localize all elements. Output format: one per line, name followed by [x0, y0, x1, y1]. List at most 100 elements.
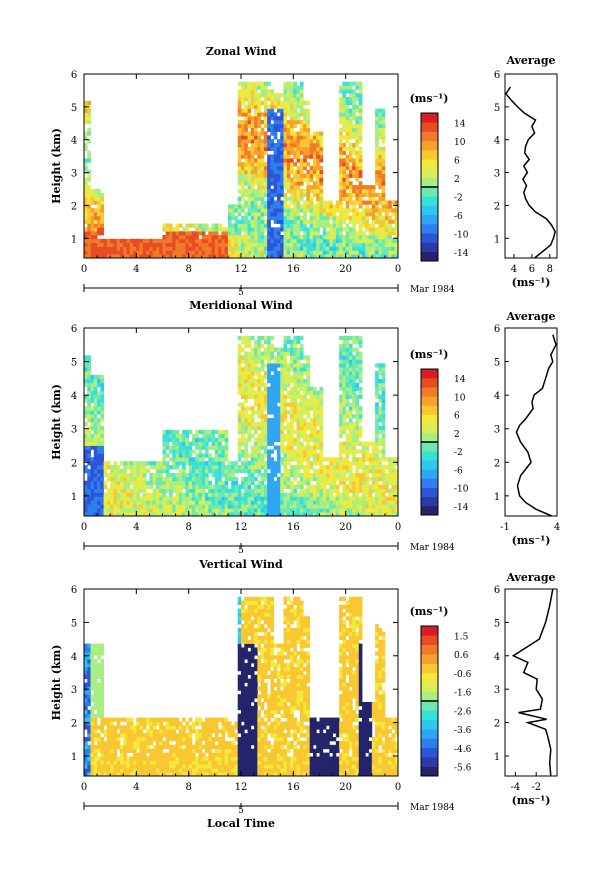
- heatmap-cell: [381, 410, 386, 415]
- heatmap-cell: [195, 445, 199, 450]
- heatmap-cell: [296, 143, 301, 148]
- heatmap-cell: [362, 235, 366, 240]
- y-axis-label: Height (km): [50, 384, 63, 460]
- heatmap-cell: [165, 441, 170, 446]
- heatmap-cell: [365, 469, 369, 474]
- heatmap-cell: [290, 457, 294, 462]
- heatmap-cell: [201, 238, 206, 244]
- heatmap-cell: [97, 496, 101, 501]
- heatmap-cell: [182, 429, 186, 435]
- heatmap-cell: [322, 484, 327, 489]
- heatmap-cell: [293, 406, 298, 411]
- heatmap-cell: [378, 154, 383, 159]
- heatmap-cell: [339, 441, 343, 446]
- heatmap-cell: [293, 238, 298, 244]
- heatmap-cell: [342, 177, 347, 182]
- heatmap-cell: [296, 472, 301, 478]
- heatmap-cell: [391, 484, 396, 489]
- heatmap-cell: [175, 433, 180, 439]
- heatmap-cell: [299, 250, 304, 255]
- heatmap-cell: [332, 512, 337, 517]
- heatmap-cell: [352, 371, 356, 376]
- heatmap-cell: [335, 461, 340, 466]
- heatmap-cell: [165, 254, 170, 259]
- heatmap-cell: [241, 355, 245, 360]
- x-tick-label: 16: [287, 264, 300, 275]
- heatmap-cell: [306, 375, 311, 380]
- average-profile-line: [515, 334, 557, 517]
- heatmap-cell: [309, 139, 314, 144]
- heatmap-cell: [388, 235, 392, 240]
- heatmap-cell: [241, 215, 245, 221]
- heatmap-cell: [306, 162, 311, 167]
- heatmap-cell: [316, 166, 320, 171]
- heatmap-cell: [286, 476, 291, 482]
- heatmap-cell: [250, 363, 255, 368]
- heatmap-cell: [93, 713, 98, 718]
- heatmap-cell: [87, 453, 91, 458]
- heatmap-cell: [290, 146, 294, 152]
- heatmap-cell: [231, 476, 235, 482]
- heatmap-cell: [306, 181, 311, 186]
- heatmap-cell: [267, 437, 271, 442]
- heatmap-cell: [110, 764, 114, 769]
- heatmap-cell: [296, 496, 301, 501]
- heatmap-cell: [339, 386, 343, 392]
- heatmap-cell: [267, 254, 271, 259]
- heatmap-cell: [280, 169, 284, 175]
- heatmap-cell: [87, 378, 91, 384]
- heatmap-cell: [257, 504, 262, 509]
- heatmap-cell: [133, 508, 137, 513]
- heatmap-cell: [381, 146, 386, 152]
- heatmap-cell: [381, 425, 386, 431]
- heatmap-cell: [250, 254, 255, 259]
- heatmap-cell: [381, 166, 386, 171]
- heatmap-cell: [335, 242, 340, 247]
- heatmap-cell: [355, 131, 360, 136]
- heatmap-cell: [97, 651, 101, 656]
- heatmap-cell: [205, 484, 209, 489]
- heatmap-cell: [260, 461, 265, 466]
- heatmap-cell: [371, 457, 376, 462]
- heatmap-cell: [201, 472, 206, 478]
- heatmap-cell: [146, 508, 150, 513]
- heatmap-cell: [342, 343, 347, 348]
- heatmap-cell: [142, 496, 147, 501]
- heatmap-cell: [205, 223, 209, 228]
- heatmap-cell: [87, 127, 91, 132]
- heatmap-cell: [106, 246, 111, 251]
- heatmap-cell: [329, 504, 333, 509]
- heatmap-cell: [113, 465, 118, 470]
- heatmap-cell: [365, 250, 369, 255]
- heatmap-cell: [293, 355, 298, 360]
- heatmap-cell: [218, 496, 222, 501]
- heatmap-cell: [116, 768, 121, 773]
- heatmap-cell: [93, 772, 98, 777]
- heatmap-cell: [339, 508, 343, 513]
- heatmap-cell: [371, 185, 376, 190]
- heatmap-cell: [342, 378, 347, 384]
- heatmap-cell: [175, 223, 180, 228]
- heatmap-cell: [276, 437, 281, 442]
- heatmap-cell: [316, 254, 320, 259]
- heatmap-cell: [326, 223, 330, 228]
- heatmap-cell: [263, 108, 268, 113]
- heatmap-cell: [365, 192, 369, 198]
- heatmap-cell: [87, 500, 91, 505]
- heatmap-cell: [169, 254, 173, 259]
- heatmap-cell: [286, 347, 291, 352]
- heatmap-cell: [247, 406, 252, 411]
- heatmap-cell: [87, 744, 91, 750]
- heatmap-cell: [267, 488, 271, 493]
- heatmap-cell: [352, 208, 356, 213]
- heatmap-cell: [93, 457, 98, 462]
- heatmap-cell: [162, 461, 167, 466]
- heatmap-cell: [270, 173, 275, 178]
- heatmap-cell: [237, 453, 242, 458]
- heatmap-cell: [358, 410, 363, 415]
- heatmap-cell: [362, 484, 366, 489]
- heatmap-cell: [339, 496, 343, 501]
- heatmap-cell: [227, 461, 232, 466]
- heatmap-cell: [254, 112, 258, 117]
- heatmap-cell: [260, 406, 265, 411]
